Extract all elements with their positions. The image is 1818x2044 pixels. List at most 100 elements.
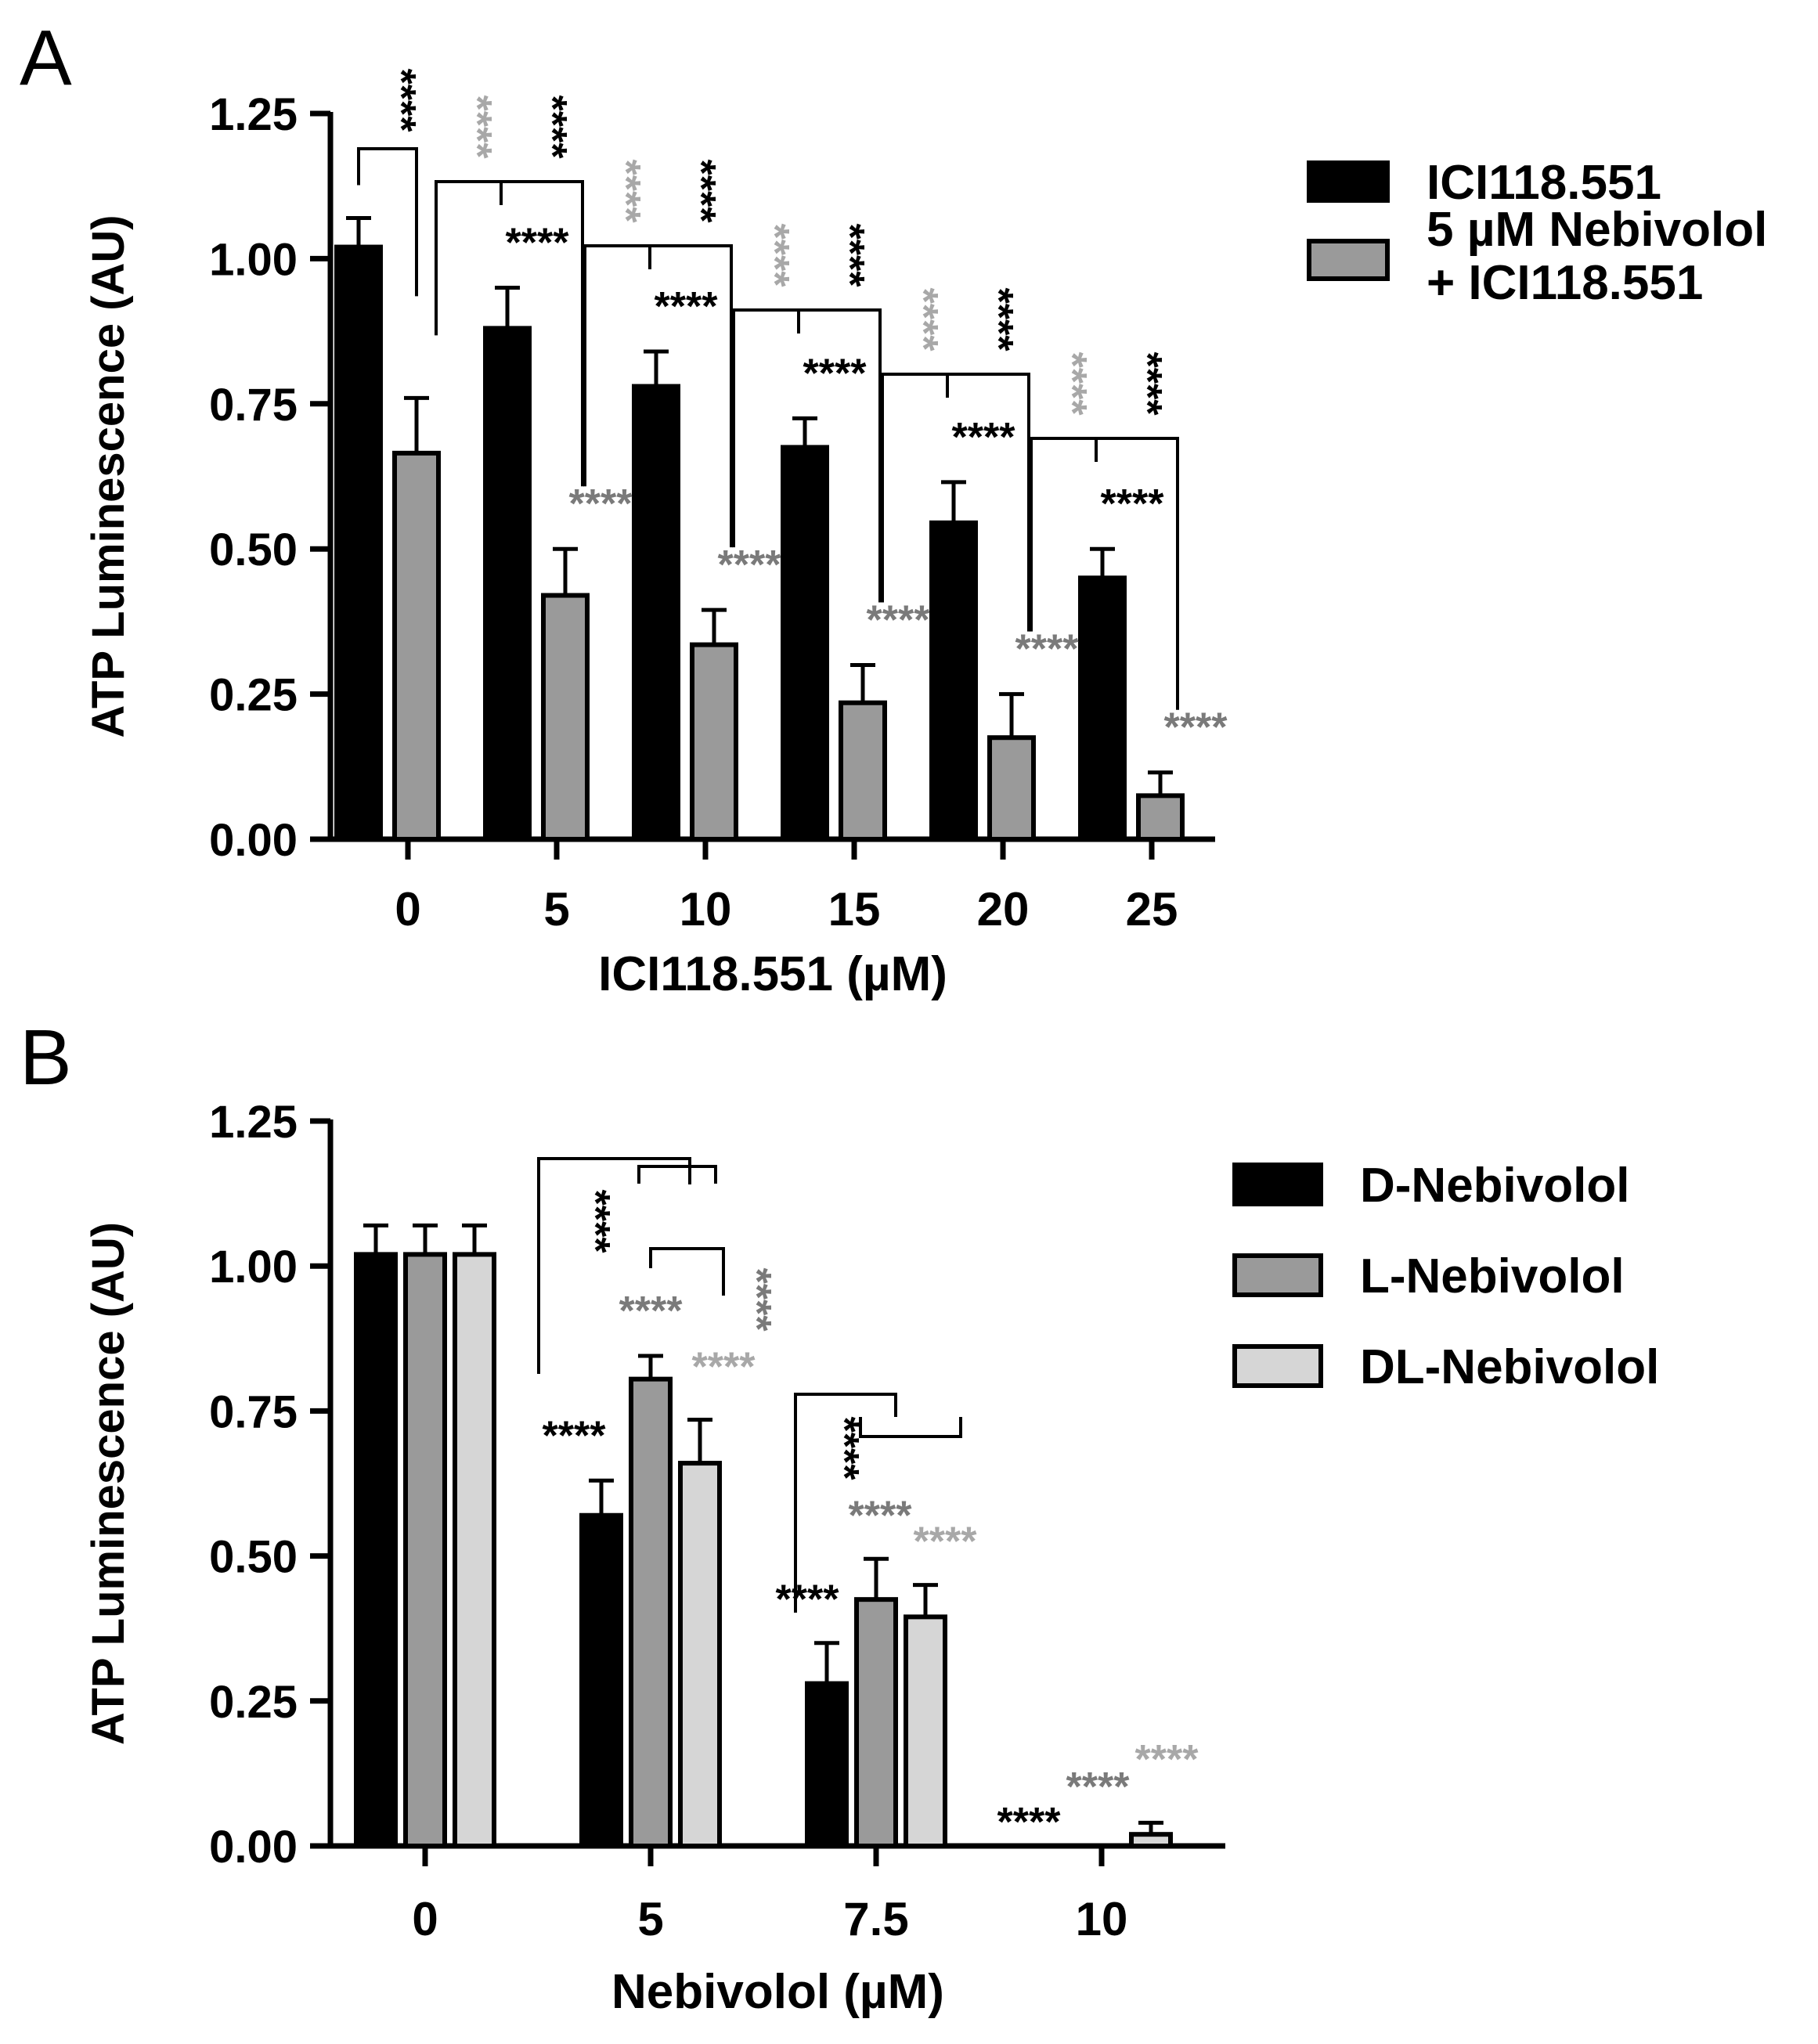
bar-ici118-551-15 bbox=[781, 445, 829, 842]
bar-5-m-nebivolol-ici118-551-25 bbox=[1136, 793, 1185, 842]
significance-label: **** bbox=[1164, 705, 1228, 751]
bar-dl-nebivolol-5 bbox=[678, 1461, 722, 1849]
legend-label-2-line-2: + ICI118.551 bbox=[1427, 256, 1703, 310]
significance-label: **** bbox=[572, 1190, 618, 1254]
significance-label: **** bbox=[543, 1413, 607, 1458]
bar-d-nebivolol-5 bbox=[579, 1512, 623, 1849]
bar-ici118-551-25 bbox=[1078, 575, 1127, 842]
x-tick-label: 5 bbox=[543, 883, 569, 935]
significance-label: **** bbox=[867, 598, 931, 643]
bar-d-nebivolol-0 bbox=[354, 1252, 398, 1849]
legend-label-2: L-Nebivolol bbox=[1360, 1249, 1625, 1303]
comparison-bracket bbox=[435, 180, 503, 336]
significance-label: **** bbox=[678, 160, 723, 224]
significance-label: **** bbox=[529, 96, 575, 160]
bar-l-nebivolol-5 bbox=[629, 1376, 673, 1848]
legend-swatch-2 bbox=[1307, 239, 1390, 281]
y-tick-label: 0.25 bbox=[209, 1677, 298, 1728]
bar-5-m-nebivolol-ici118-551-0 bbox=[392, 450, 441, 842]
x-tick-label: 15 bbox=[828, 883, 881, 935]
y-tick-label: 1.00 bbox=[209, 1242, 298, 1292]
bar-ici118-551-5 bbox=[483, 326, 532, 842]
significance-label: **** bbox=[1135, 1737, 1199, 1783]
significance-label: **** bbox=[849, 1493, 913, 1538]
y-tick-label: 0.25 bbox=[209, 670, 298, 721]
bar-5-m-nebivolol-ici118-551-15 bbox=[839, 700, 887, 842]
significance-label: **** bbox=[1124, 352, 1170, 416]
significance-label: **** bbox=[506, 220, 570, 265]
x-tick-label: 0 bbox=[395, 883, 420, 935]
comparison-bracket bbox=[859, 1417, 962, 1438]
y-tick-label: 0.00 bbox=[209, 815, 298, 866]
significance-label: **** bbox=[914, 1519, 978, 1565]
comparison-bracket bbox=[649, 1247, 725, 1296]
comparison-bracket bbox=[357, 147, 418, 297]
comparison-bracket bbox=[1095, 437, 1179, 710]
legend-label-1: D-Nebivolol bbox=[1360, 1159, 1629, 1213]
y-axis-label: ATP Luminescence (AU) bbox=[83, 1222, 134, 1745]
comparison-bracket bbox=[797, 308, 882, 603]
significance-label: **** bbox=[1101, 481, 1165, 527]
significance-label: **** bbox=[734, 1268, 779, 1332]
significance-label: **** bbox=[997, 1800, 1062, 1845]
chart-a: 0.00 0.25 0.50 0.75 1.00 1.25 0 5 10 15 20 25 ATP Lu… bbox=[83, 69, 1767, 1001]
legend-label-3: DL-Nebivolol bbox=[1360, 1340, 1659, 1394]
significance-label: **** bbox=[952, 415, 1016, 460]
significance-label: **** bbox=[655, 284, 719, 330]
y-tick-label: 0.75 bbox=[209, 1386, 298, 1437]
bar-ici118-551-0 bbox=[334, 244, 383, 842]
comparison-bracket bbox=[648, 244, 733, 548]
significance-label: **** bbox=[454, 96, 500, 160]
x-tick-label: 25 bbox=[1126, 883, 1178, 935]
bar-5-m-nebivolol-ici118-551-20 bbox=[987, 735, 1036, 842]
x-tick-label: 10 bbox=[680, 883, 732, 935]
x-tick-label: 20 bbox=[977, 883, 1030, 935]
bar-5-m-nebivolol-ici118-551-10 bbox=[690, 642, 738, 842]
x-tick-label: 10 bbox=[1076, 1893, 1128, 1945]
y-axis-label: ATP Luminescence (AU) bbox=[83, 214, 134, 737]
legend-swatch-3 bbox=[1232, 1344, 1323, 1388]
y-tick-label: 0.50 bbox=[209, 525, 298, 575]
bar-ici118-551-20 bbox=[929, 520, 978, 842]
significance-label: **** bbox=[378, 69, 424, 133]
panel-b-letter: B bbox=[20, 1014, 72, 1101]
x-tick-label: 7.5 bbox=[843, 1893, 908, 1945]
x-tick-label: 0 bbox=[412, 1893, 438, 1945]
bar-d-nebivolol-7.5 bbox=[805, 1681, 849, 1848]
legend-swatch-1 bbox=[1232, 1163, 1323, 1206]
significance-label: **** bbox=[718, 543, 782, 588]
legend-label-1: ICI118.551 bbox=[1427, 156, 1661, 210]
x-axis-label: ICI118.551 (µM) bbox=[598, 947, 947, 1001]
comparison-bracket bbox=[500, 180, 584, 487]
significance-label: **** bbox=[827, 224, 872, 288]
panel-a-letter: A bbox=[20, 14, 72, 102]
significance-label: **** bbox=[1049, 352, 1095, 416]
x-tick-label: 5 bbox=[637, 1893, 663, 1945]
significance-label: **** bbox=[803, 351, 868, 396]
significance-label: **** bbox=[1015, 627, 1080, 672]
comparison-bracket bbox=[946, 373, 1030, 632]
y-tick-label: 1.25 bbox=[209, 1097, 298, 1148]
legend-label-2-line-1: 5 µM Nebivolol bbox=[1427, 203, 1767, 257]
y-tick-label: 0.50 bbox=[209, 1532, 298, 1583]
bar-ici118-551-10 bbox=[632, 384, 680, 842]
bar-5-m-nebivolol-ici118-551-5 bbox=[541, 593, 590, 842]
bar-dl-nebivolol-7.5 bbox=[904, 1614, 947, 1849]
bar-dl-nebivolol-0 bbox=[453, 1252, 496, 1849]
significance-label: **** bbox=[776, 1577, 840, 1623]
significance-label: **** bbox=[569, 481, 633, 527]
x-axis-label: Nebivolol (µM) bbox=[611, 1965, 944, 2019]
significance-label: **** bbox=[976, 288, 1021, 352]
comparison-bracket bbox=[637, 1165, 717, 1184]
chart-b: 0.00 0.25 0.50 0.75 1.00 1.25 0 5 7.5 10 ATP Lumin… bbox=[83, 1097, 1659, 2019]
legend-swatch-1 bbox=[1307, 160, 1390, 203]
legend-swatch-2 bbox=[1232, 1253, 1323, 1297]
bar-dl-nebivolol-10 bbox=[1129, 1832, 1173, 1849]
significance-label: **** bbox=[900, 288, 946, 352]
bar-l-nebivolol-7.5 bbox=[854, 1597, 898, 1849]
comparison-bracket bbox=[794, 1393, 897, 1613]
y-tick-label: 0.75 bbox=[209, 380, 298, 431]
significance-label: **** bbox=[821, 1417, 867, 1481]
comparison-bracket bbox=[537, 1157, 691, 1374]
